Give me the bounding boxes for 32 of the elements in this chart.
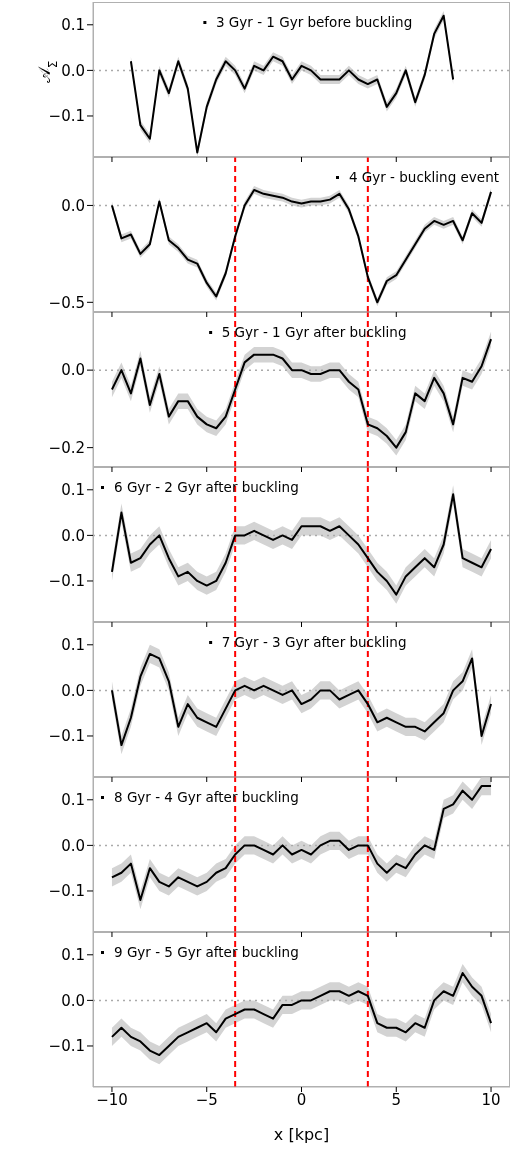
y-tick-label: 0.1 (61, 481, 85, 500)
y-tick-label: 0.1 (61, 791, 85, 810)
y-tick-label: 0.0 (61, 681, 85, 700)
legend-label: 5 Gyr - 1 Gyr after buckling (221, 324, 407, 340)
legend-label: 6 Gyr - 2 Gyr after buckling (114, 479, 299, 495)
legend-label: 9 Gyr - 5 Gyr after buckling (114, 944, 299, 960)
y-tick-label: −0.1 (48, 572, 85, 591)
x-tick-label: −10 (96, 1090, 128, 1109)
y-tick-label: −0.1 (48, 107, 85, 126)
x-tick-label: −5 (195, 1090, 218, 1109)
legend-label: 4 Gyr - buckling event (348, 169, 499, 185)
legend-label: 3 Gyr - 1 Gyr before buckling (215, 14, 413, 30)
y-tick-label: −0.5 (48, 293, 85, 312)
x-tick-label: 10 (481, 1090, 501, 1109)
legend-label: 8 Gyr - 4 Gyr after buckling (114, 789, 299, 805)
y-tick-label: −0.1 (48, 882, 85, 901)
y-tick-label: 0.0 (61, 361, 85, 380)
x-tick-label: 5 (391, 1090, 402, 1109)
x-axis-title: x [kpc] (273, 1125, 330, 1144)
y-tick-label: 0.0 (61, 196, 85, 215)
y-tick-label: 0.1 (61, 946, 85, 965)
y-tick-label: −0.1 (48, 727, 85, 746)
y-tick-label: −0.2 (48, 438, 85, 457)
x-tick-label: 0 (296, 1090, 307, 1109)
y-tick-label: −0.1 (48, 1037, 85, 1056)
y-tick-label: 0.0 (61, 61, 85, 80)
y-tick-label: 0.0 (61, 991, 85, 1010)
y-tick-label: 0.0 (61, 526, 85, 545)
y-tick-label: 0.0 (61, 836, 85, 855)
legend-label: 7 Gyr - 3 Gyr after buckling (221, 634, 407, 650)
y-tick-label: 0.1 (61, 636, 85, 655)
y-tick-label: 0.1 (61, 16, 85, 35)
